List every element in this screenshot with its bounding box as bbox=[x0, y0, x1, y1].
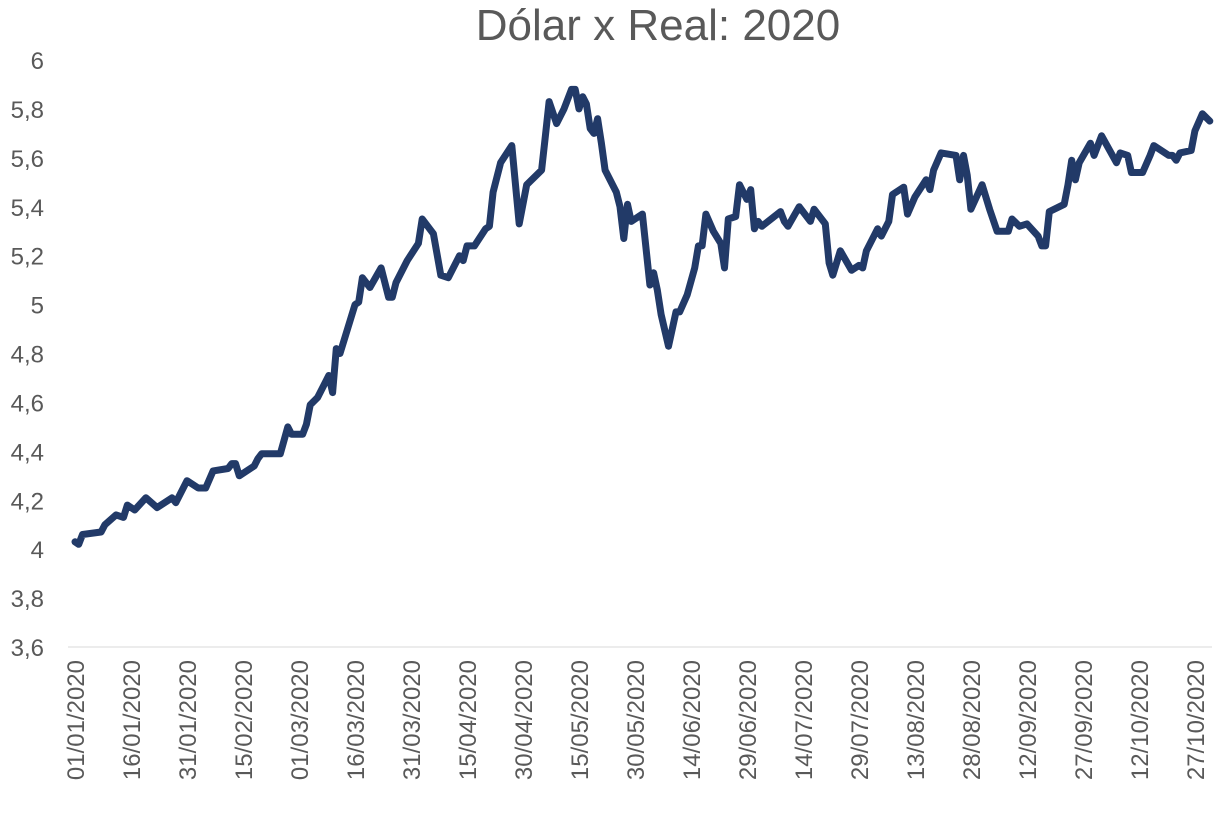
y-tick-label: 4,2 bbox=[11, 488, 44, 515]
x-tick-label: 31/01/2020 bbox=[175, 660, 202, 780]
y-tick-label: 5,4 bbox=[11, 195, 44, 222]
x-tick-label: 16/01/2020 bbox=[119, 660, 146, 780]
y-tick-label: 3,6 bbox=[11, 635, 44, 662]
x-tick-label: 27/09/2020 bbox=[1071, 660, 1098, 780]
x-tick-label: 29/07/2020 bbox=[847, 660, 874, 780]
x-tick-label: 01/03/2020 bbox=[287, 660, 314, 780]
y-tick-label: 5,2 bbox=[11, 244, 44, 271]
y-tick-label: 4 bbox=[31, 537, 44, 564]
x-tick-label: 14/06/2020 bbox=[679, 660, 706, 780]
y-tick-label: 5,6 bbox=[11, 146, 44, 173]
x-tick-label: 27/10/2020 bbox=[1183, 660, 1210, 780]
x-tick-label: 29/06/2020 bbox=[735, 660, 762, 780]
y-tick-label: 4,6 bbox=[11, 390, 44, 417]
x-tick-label: 13/08/2020 bbox=[903, 660, 930, 780]
chart-title: Dólar x Real: 2020 bbox=[476, 1, 840, 50]
x-tick-label: 15/05/2020 bbox=[567, 660, 594, 780]
x-tick-label: 01/01/2020 bbox=[63, 660, 90, 780]
series-line bbox=[71, 85, 1214, 548]
y-tick-label: 3,8 bbox=[11, 586, 44, 613]
y-axis: 3,6 3,8 4 4,2 4,4 4,6 4,8 5 5,2 5,4 5,6 5,8 6 bbox=[11, 48, 44, 662]
x-tick-label: 28/08/2020 bbox=[959, 660, 986, 780]
y-tick-label: 6 bbox=[31, 48, 44, 75]
y-tick-label: 4,4 bbox=[11, 439, 44, 466]
y-tick-label: 5 bbox=[31, 293, 44, 320]
x-tick-label: 12/09/2020 bbox=[1015, 660, 1042, 780]
x-tick-label: 12/10/2020 bbox=[1127, 660, 1154, 780]
y-tick-label: 4,8 bbox=[11, 342, 44, 369]
y-tick-label: 5,8 bbox=[11, 97, 44, 124]
x-tick-label: 16/03/2020 bbox=[343, 660, 370, 780]
x-tick-label: 31/03/2020 bbox=[399, 660, 426, 780]
x-tick-label: 30/05/2020 bbox=[623, 660, 650, 780]
x-tick-label: 15/02/2020 bbox=[231, 660, 258, 780]
x-tick-label: 30/04/2020 bbox=[511, 660, 538, 780]
x-tick-label: 14/07/2020 bbox=[791, 660, 818, 780]
x-axis: 01/01/2020 16/01/2020 31/01/2020 15/02/2020… bbox=[63, 660, 1210, 780]
x-tick-label: 15/04/2020 bbox=[455, 660, 482, 780]
